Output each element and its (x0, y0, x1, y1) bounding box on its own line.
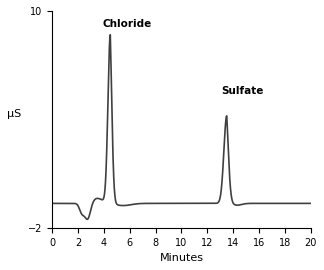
Text: Chloride: Chloride (102, 19, 152, 29)
X-axis label: Minutes: Minutes (159, 253, 203, 263)
Y-axis label: μS: μS (7, 109, 21, 119)
Text: Sulfate: Sulfate (222, 86, 264, 96)
